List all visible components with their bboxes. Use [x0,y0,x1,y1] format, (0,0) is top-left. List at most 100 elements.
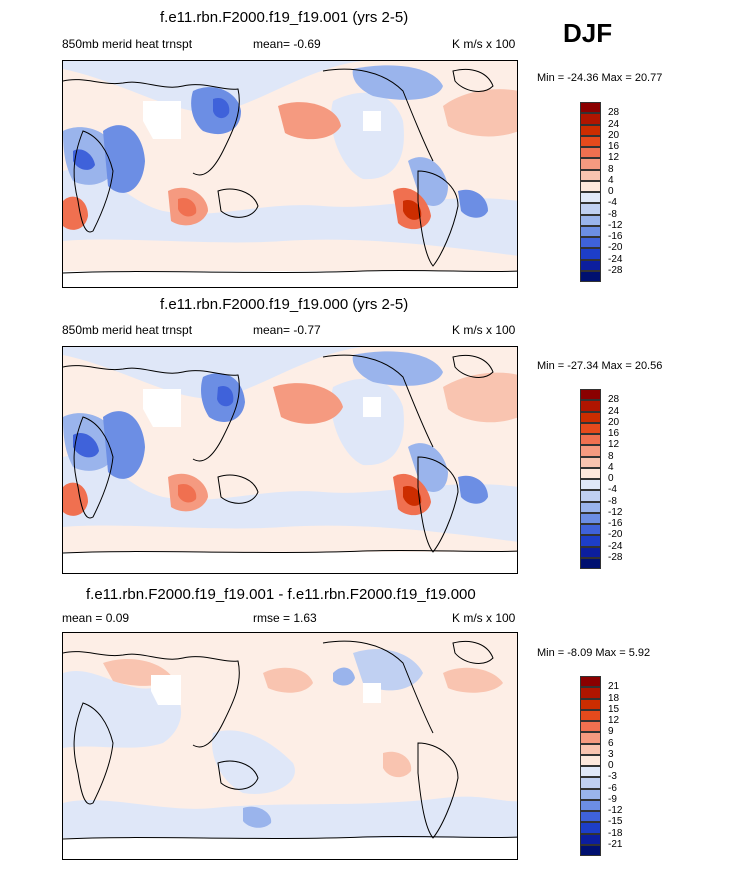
coastline-eurasia [63,651,240,748]
panel-2-mean-label: mean= -0.77 [253,323,321,337]
coastline-australia [217,760,259,790]
colorbar-swatch [580,732,601,744]
panel-1-minmax: Min = -24.36 Max = 20.77 [537,72,663,84]
coastline-eurasia [63,365,240,462]
missing-data-region [143,101,181,139]
panel-3-units-label: K m/s x 100 [452,611,516,625]
colorbar-tick-label: -3 [608,771,617,783]
contour-region [103,125,145,193]
colorbar-swatch [580,400,601,412]
coastlines [63,68,517,274]
panel-2-units-label: K m/s x 100 [452,323,516,337]
colorbar-tick-label: 4 [608,174,614,186]
contour-region [333,667,355,686]
colorbar-swatch [580,180,601,192]
contour-region [383,751,412,778]
colorbar-swatch [580,799,601,811]
contour-region [443,667,503,693]
coastlines [63,640,517,840]
missing-data-region [63,271,517,287]
colorbar-tick-label: -24 [608,253,623,265]
colorbar-tick-label: -6 [608,782,617,794]
colorbar-swatch [580,557,601,569]
contour-region [217,385,234,407]
colorbar-swatch [580,822,601,834]
coastline-antarctica [63,549,517,554]
colorbar-tick-label: 12 [608,152,620,164]
coastline-antarctica [63,269,517,274]
colorbar-swatch [580,743,601,755]
colorbar-tick-label: -20 [608,242,623,254]
colorbar-tick-label: -8 [608,208,617,220]
contour-region [178,197,197,217]
colorbar-tick-label: -28 [608,264,623,276]
colorbar-swatch [580,687,601,699]
colorbar-swatch [580,535,601,547]
colorbar-tick-label: -16 [608,231,623,242]
panel-3-rmse-label: rmse = 1.63 [253,611,317,625]
missing-data-region [63,552,517,573]
colorbar-swatch [580,434,601,446]
contour-region [403,200,422,220]
contour-region [73,149,95,170]
colorbar-swatch [580,709,601,721]
colorbar-swatch [580,389,601,401]
colorbar-tick-label: -12 [608,506,623,518]
colorbar-tick-label: -28 [608,551,623,563]
colorbar-tick-label: 4 [608,461,614,473]
colorbar-swatch [580,158,601,170]
colorbar-swatch [580,192,601,204]
coastline-greenland [452,640,494,664]
colorbar-tick-label: -20 [608,529,623,541]
colorbar-swatch [580,721,601,733]
contour-region [63,796,517,838]
contour-region [213,97,230,119]
contour-region [408,443,448,492]
panel-2-colorbar: 28 24 20 16 12 8 4 0 -4 -8 -12 -16 -20 -24 -28 [580,389,640,569]
colorbar-swatch [580,467,601,479]
contour-region [273,383,343,424]
colorbar-swatch [580,169,601,181]
missing-data-region [363,683,381,703]
missing-data-region [151,675,181,705]
panel-2-contour-field [63,347,517,573]
contour-region [243,806,272,828]
panel-3-title: f.e11.rbn.F2000.f19_f19.001 - f.e11.rbn.… [86,586,476,603]
contour-region [63,169,517,256]
colorbar-swatch [580,225,601,237]
panel-1-units-label: K m/s x 100 [452,37,516,51]
coastline-africa [73,702,114,805]
colorbar-swatch [580,237,601,249]
panel-1-contour-field [63,61,517,287]
colorbar-tick-label: -16 [608,518,623,529]
panel-2-minmax: Min = -27.34 Max = 20.56 [537,360,663,372]
colorbar-swatch [580,524,601,536]
colorbar-tick-label: 8 [608,450,614,462]
colorbar-swatch [580,766,601,778]
coastline-north-america [322,354,434,448]
colorbar-tick-label: -8 [608,495,617,507]
colorbar-tick-label: -4 [608,197,617,209]
coastline-australia [217,474,259,504]
colorbar-tick-label: 24 [608,118,620,130]
colorbar-tick-label: -9 [608,793,617,805]
colorbar-swatch [580,754,601,766]
colorbar-swatch [580,248,601,260]
colorbar-swatch [580,113,601,125]
coastline-antarctica [63,835,517,840]
colorbar-swatch [580,844,601,856]
panel-1-colorbar: 28 24 20 16 12 8 4 0 -4 -8 -12 -16 -20 -24 -28 [580,102,640,282]
panel-1-title: f.e11.rbn.F2000.f19_f19.001 (yrs 2-5) [160,9,409,26]
colorbar-swatch [580,102,601,114]
colorbar-tick-label: 3 [608,748,614,760]
colorbar-swatch [580,698,601,710]
panel-3-map [62,632,518,860]
colorbar-tick-label: -4 [608,484,617,496]
coastline-greenland [452,68,494,92]
colorbar-tick-label: 12 [608,439,620,451]
colorbar-tick-label: 16 [608,141,620,152]
contour-region [403,486,422,506]
colorbar-tick-label: 28 [608,394,620,406]
panel-1-variable-label: 850mb merid heat trnspt [62,37,193,51]
contour-region [443,89,517,137]
